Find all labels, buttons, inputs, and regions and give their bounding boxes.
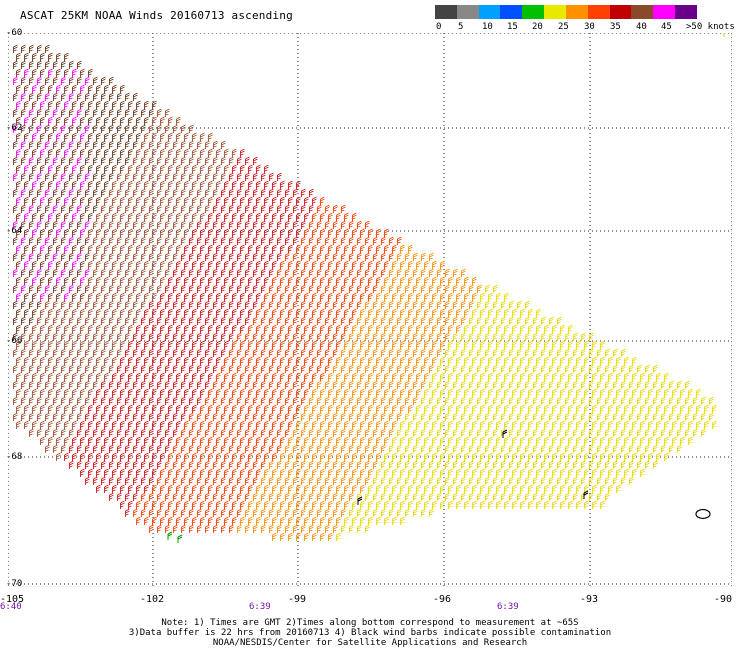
legend-label-35: 35 — [610, 22, 621, 32]
note-line-1: Note: 1) Times are GMT 2)Times along bot… — [161, 618, 579, 628]
wind-barbs — [13, 33, 726, 543]
legend-swatch-8 — [609, 5, 632, 19]
legend-swatch-9 — [631, 5, 654, 19]
island-outline — [695, 508, 711, 520]
time-label-2: 6:39 — [249, 602, 271, 612]
note-line-2: 3)Data buffer is 22 hrs from 20160713 4)… — [128, 628, 612, 638]
lat-label--68: -68 — [6, 452, 23, 462]
lon-label--96: -96 — [433, 594, 452, 605]
legend-swatch-2 — [478, 5, 501, 19]
legend-swatch-1 — [456, 5, 479, 19]
legend-label-0: 0 — [436, 22, 442, 32]
legend-swatch-10 — [653, 5, 676, 19]
legend-swatch-5 — [544, 5, 566, 19]
lon-label--102: -102 — [140, 594, 165, 605]
lon-label--93: -93 — [580, 594, 599, 605]
time-label-3: 6:39 — [497, 602, 519, 612]
map-title: ASCAT 25KM NOAA Winds 20160713 ascending — [20, 9, 293, 22]
legend-swatch-0 — [435, 5, 457, 19]
legend-label-10: 10 — [482, 22, 493, 32]
legend-label-40: 40 — [636, 22, 647, 32]
legend-label-20: 20 — [532, 22, 543, 32]
wind-speed-legend — [435, 5, 697, 19]
legend-swatch-7 — [587, 5, 610, 19]
legend-label-30: 30 — [584, 22, 595, 32]
legend-label-25: 25 — [558, 22, 569, 32]
legend-label-50: >50 knots — [686, 22, 735, 32]
note-line-3: NOAA/NESDIS/Center for Satellite Applica… — [212, 638, 528, 648]
legend-label-5: 5 — [458, 22, 464, 32]
lat-label--66: -66 — [6, 336, 23, 346]
lat-label--64: -64 — [6, 226, 23, 236]
lon-label--105: -105 — [0, 594, 25, 605]
lat-label--60: -60 — [6, 28, 23, 38]
lat-label--62: -62 — [6, 123, 23, 133]
legend-label-45: 45 — [661, 22, 672, 32]
wind-barb-map — [8, 33, 732, 587]
legend-label-15: 15 — [507, 22, 518, 32]
legend-swatch-11 — [675, 5, 697, 19]
time-label-1: 6:40 — [0, 602, 22, 612]
legend-swatch-6 — [565, 5, 588, 19]
legend-swatch-4 — [522, 5, 545, 19]
lon-label--90: -90 — [714, 594, 733, 605]
lat-label--70: -70 — [6, 579, 23, 589]
legend-swatch-3 — [500, 5, 523, 19]
lon-label--99: -99 — [288, 594, 307, 605]
